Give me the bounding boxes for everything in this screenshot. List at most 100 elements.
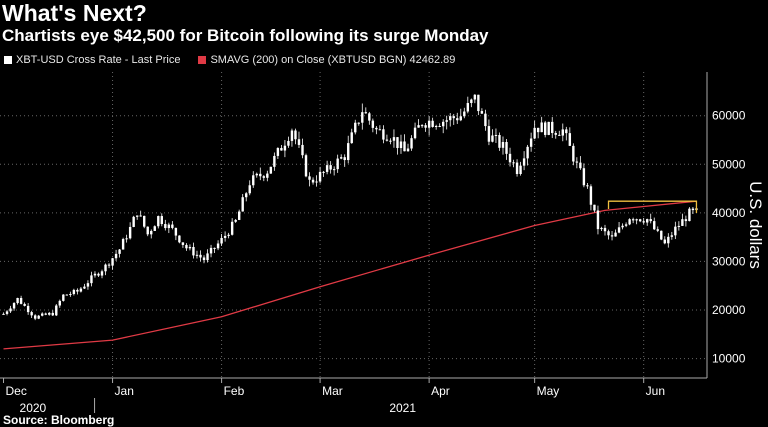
price-candle [280, 148, 283, 151]
price-candle [2, 313, 5, 315]
price-candle [230, 221, 234, 235]
price-candle [646, 219, 649, 223]
x-axis: Dec Jan Feb Mar Apr May Jun 2020 2021 [0, 377, 707, 415]
price-candle [378, 129, 382, 131]
price-candle [417, 125, 420, 128]
price-candle [206, 253, 209, 261]
source-note: Source: Bloomberg [3, 413, 115, 427]
price-candle [621, 225, 624, 228]
price-candle [649, 219, 652, 222]
price-candle [368, 113, 371, 121]
annotation-layer [607, 200, 698, 213]
price-candle [667, 236, 670, 244]
price-candle [473, 94, 477, 100]
price-candle [329, 165, 332, 170]
price-candle [614, 232, 617, 237]
price-candle [181, 242, 185, 245]
price-candle [72, 289, 76, 294]
price-candle [586, 185, 589, 187]
price-candle [262, 176, 266, 178]
price-candle [628, 219, 631, 225]
price-candle [283, 145, 287, 151]
price-candle [104, 264, 107, 272]
price-candle [466, 103, 470, 112]
price-candle [248, 185, 251, 194]
price-candle [269, 166, 273, 174]
price-candle [79, 288, 83, 292]
price-candle [364, 112, 368, 114]
price-candle [635, 219, 638, 221]
price-candle [12, 303, 16, 309]
price-candle [420, 125, 424, 127]
price-candle [452, 116, 455, 119]
price-candle [470, 99, 473, 104]
legend-label-sma: SMAVG (200) on Close (XBTUSD BGN) 42462.… [210, 54, 456, 66]
price-candle [350, 132, 353, 144]
price-candle [209, 247, 213, 254]
price-candle [403, 141, 406, 152]
price-candle [603, 227, 607, 232]
price-candle [41, 313, 44, 316]
price-candle [431, 120, 434, 127]
x-tick-label: Jun [646, 384, 665, 398]
price-candle [26, 305, 30, 313]
price-candle [463, 111, 466, 117]
price-candle [266, 173, 269, 178]
price-candle [663, 239, 666, 244]
price-candle [213, 247, 216, 249]
price-candle [339, 157, 343, 159]
price-candle [529, 138, 533, 147]
y-tick-label: 40000 [712, 206, 746, 220]
price-candle [361, 112, 364, 123]
price-candle [276, 148, 280, 156]
price-candle [536, 127, 540, 133]
price-candle [589, 186, 593, 205]
price-candle [174, 227, 178, 236]
price-candle [508, 153, 512, 163]
price-candle [301, 144, 304, 156]
price-candle [164, 224, 167, 229]
price-candle [617, 227, 621, 233]
price-candle [315, 181, 318, 183]
price-candle [290, 130, 294, 141]
price-candle [322, 171, 325, 173]
sma-layer [3, 200, 697, 350]
price-candle [62, 294, 65, 301]
price-candle [311, 179, 315, 183]
price-candle [547, 121, 550, 135]
price-candle [670, 235, 674, 237]
price-candle [607, 231, 610, 236]
y-tick-label: 30000 [712, 254, 746, 268]
price-candle [160, 216, 164, 225]
price-candle [19, 297, 23, 304]
price-candle [624, 224, 628, 226]
price-candle [325, 165, 329, 172]
price-candle [375, 127, 378, 130]
price-candle [252, 175, 255, 186]
price-candle [575, 161, 579, 163]
y-tick-label: 60000 [712, 109, 746, 123]
price-candle [445, 120, 448, 122]
price-candle [132, 216, 135, 227]
price-candle [107, 264, 111, 266]
sma-line [3, 200, 697, 350]
legend-label-price: XBT-USD Cross Rate - Last Price [16, 54, 181, 66]
price-candle [526, 146, 529, 159]
price-candle [396, 137, 399, 149]
price-candle [297, 139, 301, 145]
price-candle [568, 133, 572, 146]
price-candle [638, 219, 642, 222]
price-candle [93, 273, 97, 276]
year-label: 2021 [389, 401, 416, 415]
price-candle [114, 253, 118, 259]
price-candle [579, 162, 582, 169]
price-candle [543, 122, 547, 135]
price-candle [97, 273, 100, 276]
price-candle [456, 118, 459, 121]
x-tick-label: Apr [431, 384, 450, 398]
price-candle [410, 138, 413, 149]
y-axis: 10000 20000 30000 40000 50000 60000 [706, 72, 746, 378]
price-candle [245, 193, 248, 198]
x-tick-label: Mar [322, 384, 343, 398]
price-candle [150, 230, 153, 235]
